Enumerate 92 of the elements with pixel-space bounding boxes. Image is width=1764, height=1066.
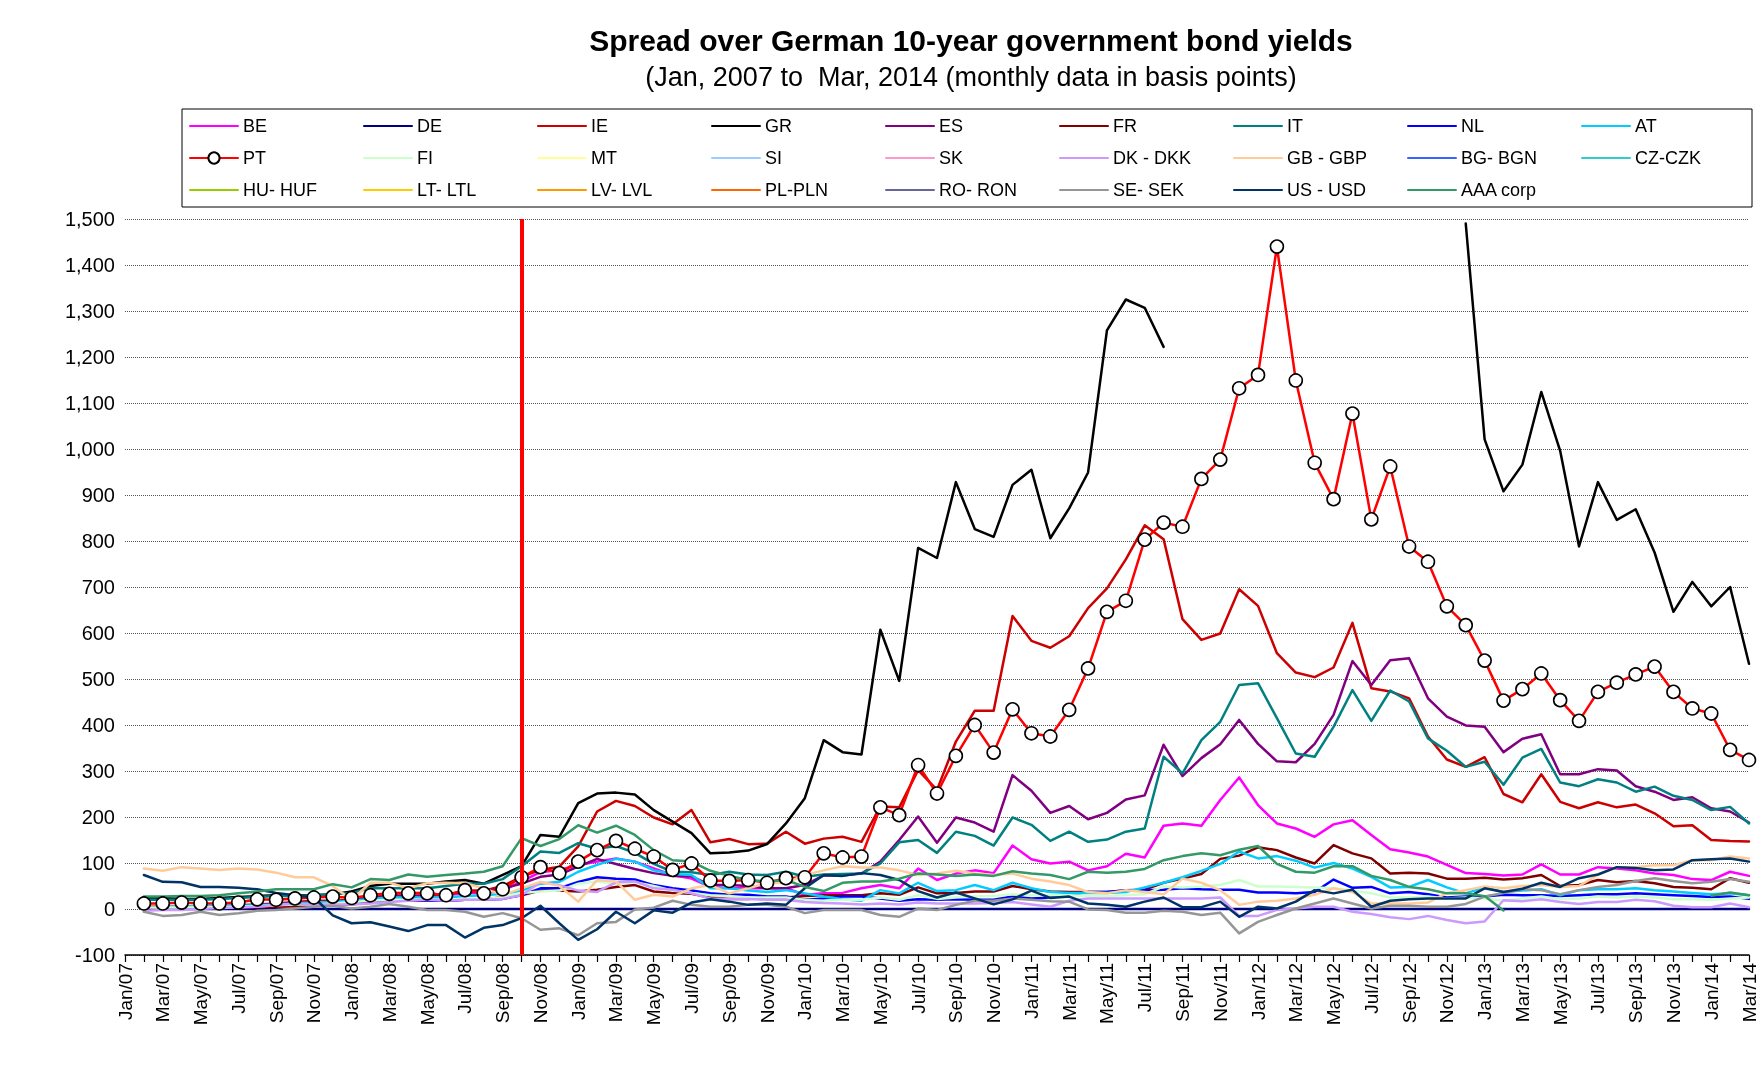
x-tick-label: Mar/10 [832, 963, 854, 1023]
legend-label: BG- BGN [1461, 148, 1538, 168]
line-series [142, 857, 1751, 942]
y-tick-label: 600 [81, 622, 115, 644]
legend-label: RO- RON [939, 180, 1017, 200]
y-tick-label: 400 [81, 714, 115, 736]
legend-label: PT [243, 148, 267, 168]
x-tick-label: Sep/07 [265, 963, 287, 1024]
legend-label: CZ-CZK [1635, 148, 1701, 168]
y-tick-label: 1,000 [64, 438, 115, 460]
legend-label: GB - GBP [1287, 148, 1368, 168]
y-tick-label: 500 [81, 668, 115, 690]
legend-label: AAA corp [1461, 180, 1537, 200]
y-tick-label: 200 [81, 806, 115, 828]
y-tick-label: 1,100 [64, 392, 115, 414]
x-tick-label: Jan/12 [1247, 963, 1269, 1021]
x-tick-label: May/13 [1549, 963, 1571, 1026]
legend-label: IT [1287, 116, 1303, 136]
x-tick-label: Jul/11 [1134, 963, 1156, 1013]
x-tick-label: Mar/07 [152, 963, 174, 1023]
legend-label: DK - DKK [1113, 148, 1192, 168]
y-tick-label: 1,200 [64, 346, 115, 368]
legend-label: GR [765, 116, 792, 136]
x-tick-label: Nov/07 [303, 963, 325, 1024]
x-tick-label: Sep/12 [1398, 963, 1420, 1024]
point [325, 889, 341, 904]
x-tick-label: Jul/10 [907, 963, 929, 1014]
legend-label: FR [1113, 116, 1137, 136]
legend-label: BE [243, 116, 268, 136]
legend-label: SE- SEK [1113, 180, 1185, 200]
x-tick-label: Mar/12 [1285, 963, 1307, 1023]
legend-label: US - USD [1287, 180, 1367, 200]
x-tick-label: Jan/10 [794, 963, 816, 1021]
x-tick-label: Nov/10 [983, 963, 1005, 1024]
chart-title: Spread over German 10-year government bond yields [589, 23, 1353, 57]
y-tick-label: 1,400 [64, 254, 115, 276]
y-tick-label: 800 [81, 530, 115, 552]
x-tick-label: Sep/10 [945, 963, 967, 1024]
x-tick-label: Nov/09 [756, 963, 778, 1024]
x-tick-label: Jul/13 [1587, 963, 1609, 1014]
x-tick-label: Jan/07 [114, 963, 136, 1021]
x-tick-label: May/12 [1323, 963, 1345, 1026]
x-tick-label: Jul/08 [454, 963, 476, 1014]
x-tick-label: Jan/09 [567, 963, 589, 1021]
x-tick-label: Jan/14 [1700, 962, 1722, 1021]
point [306, 890, 322, 905]
x-tick-label: May/09 [643, 963, 665, 1026]
x-tick-label: Sep/09 [718, 963, 740, 1024]
x-tick-label: May/10 [869, 963, 891, 1026]
legend-label: FI [417, 148, 433, 168]
chart-subtitle: (Jan, 2007 to Mar, 2014 (monthly data in basis points) [645, 61, 1297, 92]
x-tick-label: May/11 [1096, 963, 1118, 1024]
x-tick-label: Mar/14 [1738, 962, 1760, 1023]
x-tick-label: Jul/07 [227, 963, 249, 1014]
x-tick-label: Jul/09 [681, 963, 703, 1014]
x-tick-label: Mar/13 [1511, 963, 1533, 1023]
legend-label: LV- LVL [591, 180, 653, 200]
x-tick-label: Nov/11 [1209, 963, 1231, 1022]
x-tick-label: May/07 [190, 963, 212, 1026]
y-tick-label: 1,300 [64, 300, 115, 322]
x-tick-label: May/08 [416, 963, 438, 1026]
y-tick-label: 900 [81, 484, 115, 506]
y-tick-label: 0 [103, 898, 115, 920]
y-tick-label: 300 [81, 760, 115, 782]
x-tick-label: Nov/12 [1436, 963, 1458, 1024]
legend-label: LT- LTL [417, 180, 477, 200]
legend-label: PL-PLN [765, 180, 829, 200]
legend-label: NL [1461, 116, 1485, 136]
x-tick-label: Nov/13 [1662, 963, 1684, 1024]
x-tick-label: Sep/11 [1171, 963, 1193, 1022]
x-tick-label: Mar/11 [1058, 963, 1080, 1021]
x-tick-label: Sep/08 [492, 963, 514, 1024]
x-tick-label: Jan/08 [341, 963, 363, 1021]
x-tick-label: Jul/12 [1360, 963, 1382, 1014]
y-tick-label: 1,500 [64, 208, 115, 230]
legend-label: SI [765, 148, 783, 168]
y-tick-label: 700 [81, 576, 115, 598]
x-tick-label: Mar/08 [378, 963, 400, 1023]
legend-label: IE [591, 116, 609, 136]
legend-label: HU- HUF [243, 180, 317, 200]
legend-label: DE [417, 116, 443, 136]
x-tick-label: Sep/13 [1625, 963, 1647, 1024]
x-tick-label: Jan/11 [1020, 963, 1042, 1019]
y-tick-label: -100 [74, 944, 115, 966]
legend-label: MT [591, 148, 617, 168]
legend-label: ES [939, 116, 964, 136]
legend-label: AT [1635, 116, 1657, 136]
y-tick-label: 100 [81, 852, 115, 874]
x-tick-label: Mar/09 [605, 963, 627, 1023]
legend-label: SK [939, 148, 964, 168]
x-tick-label: Nov/08 [529, 963, 551, 1024]
x-tick-label: Jan/13 [1474, 963, 1496, 1021]
